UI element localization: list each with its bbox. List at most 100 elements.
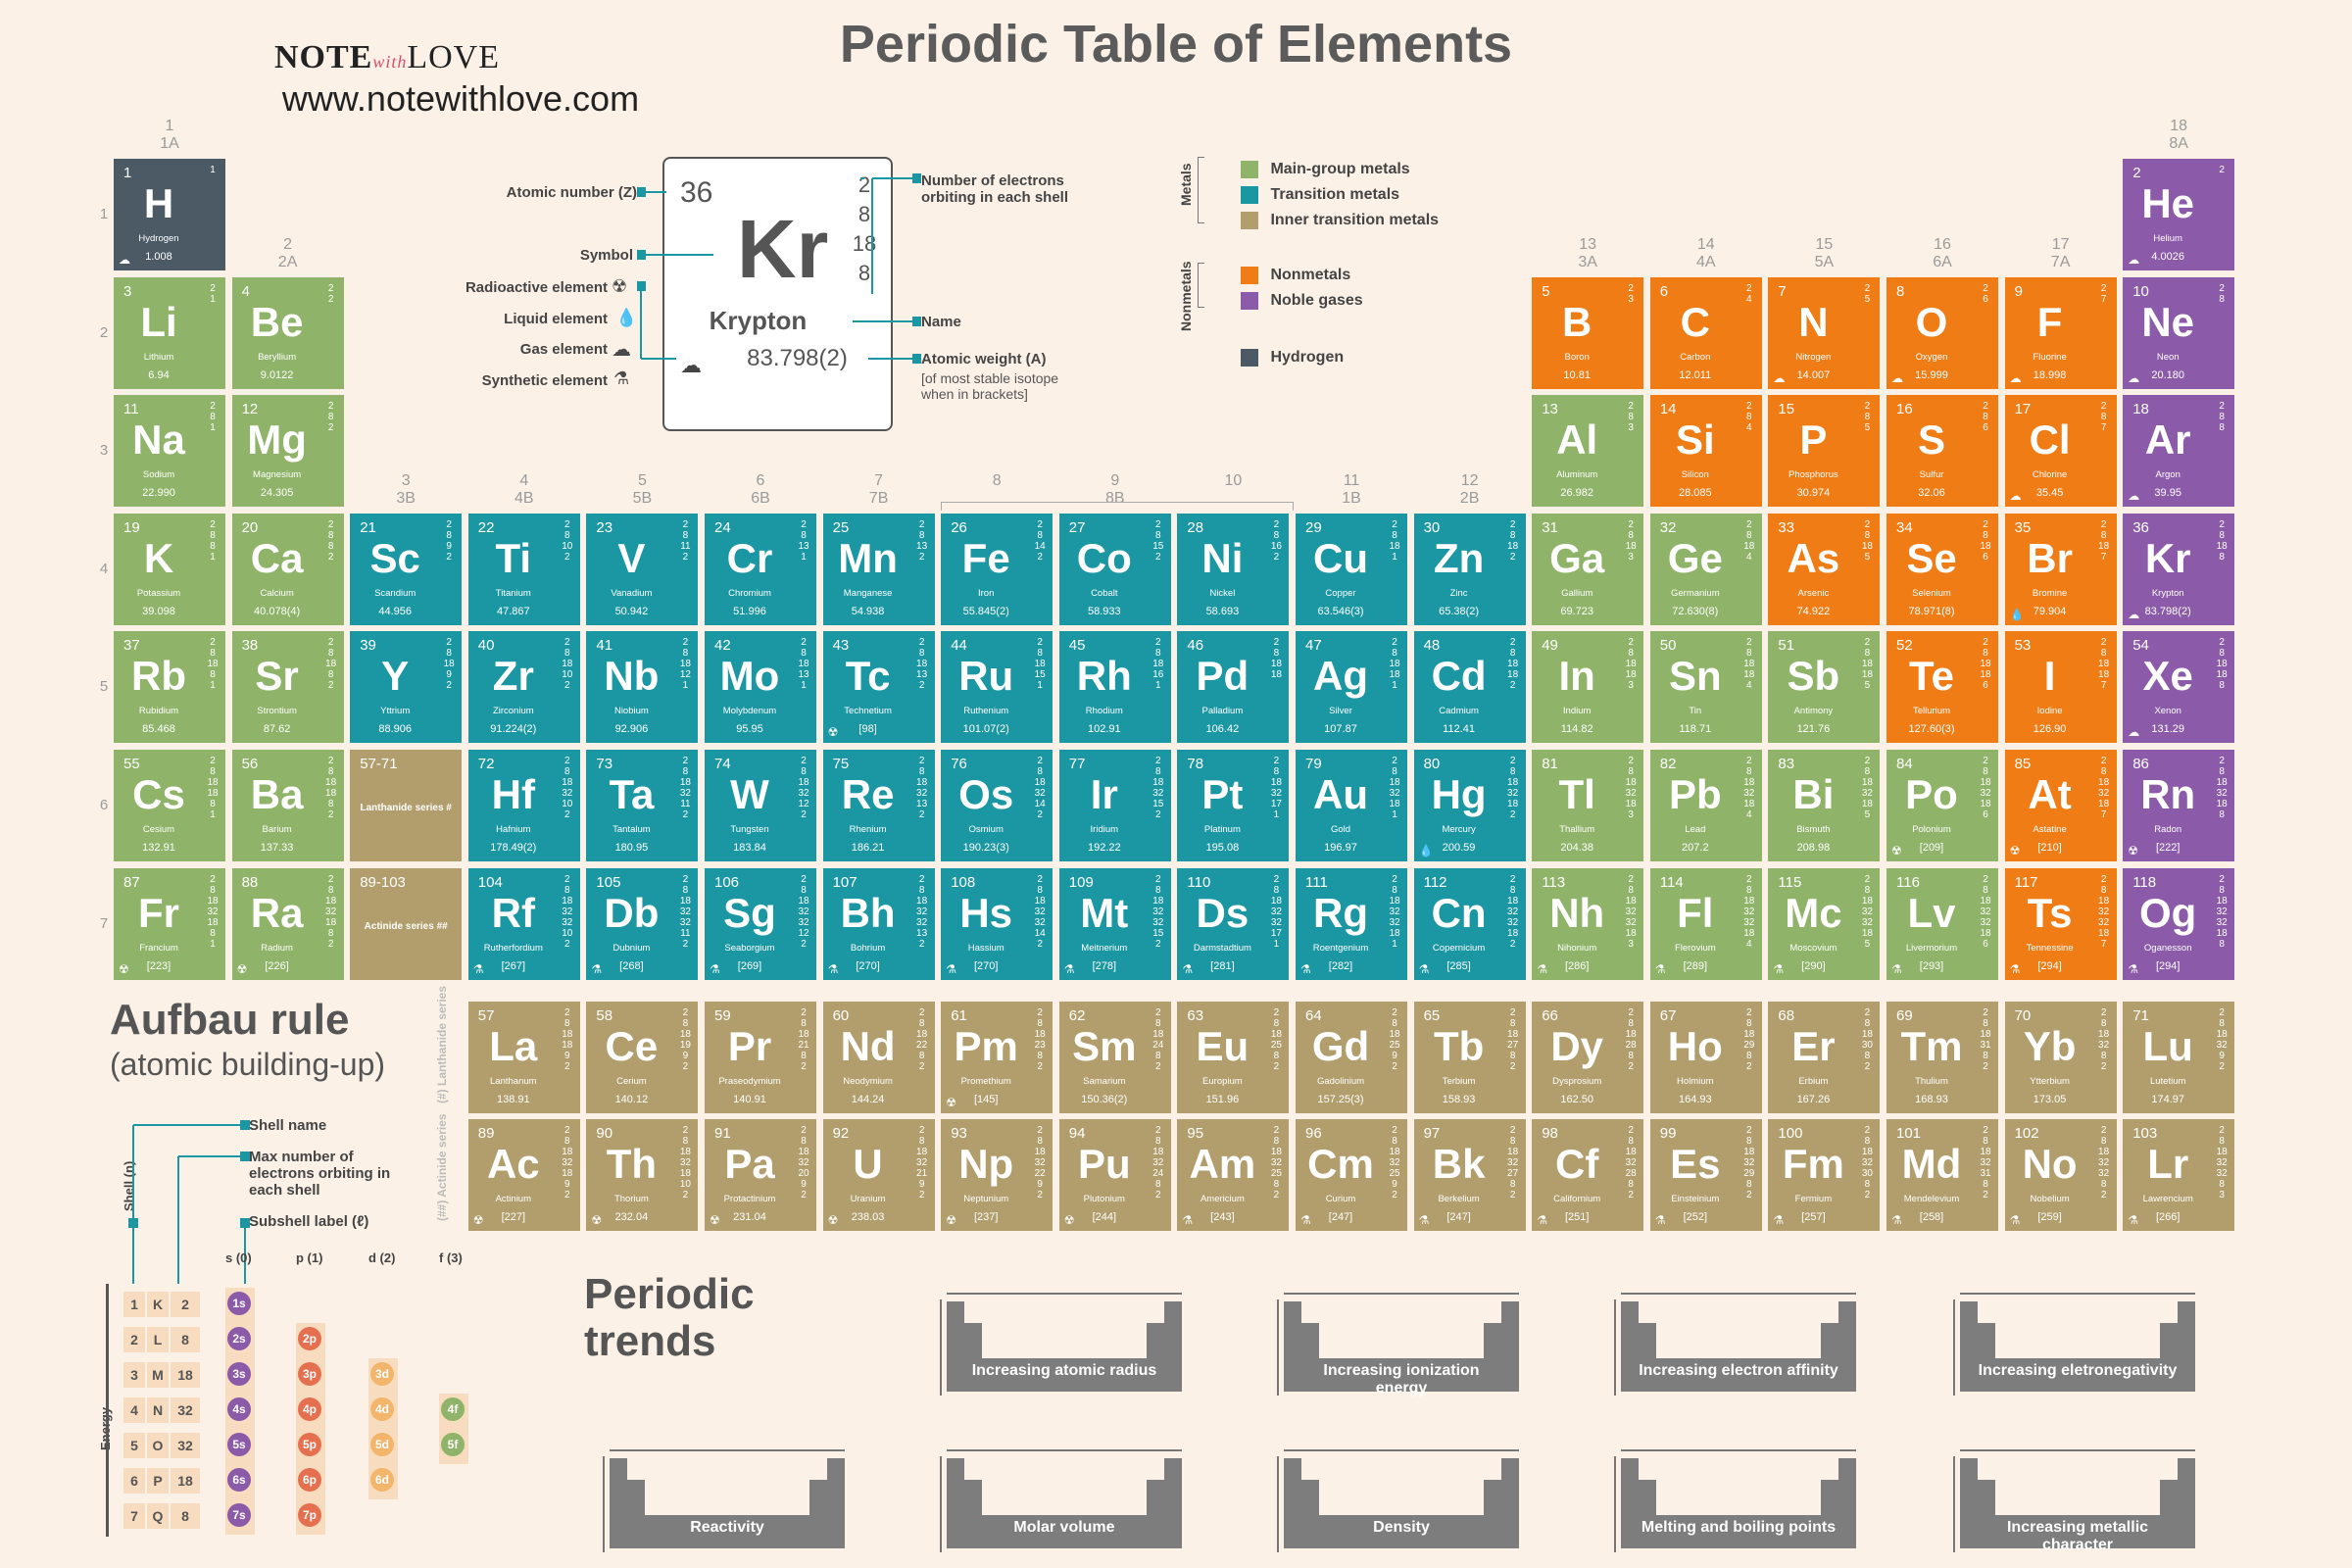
element-cell-ts[interactable]: 117 Ts Tennessine [294] 2 8 18 32 32 18 7 ⚗ [2004,867,2117,980]
element-cell-ge[interactable]: 32 Ge Germanium 72.630(8) 2 8 18 4 [1649,513,1762,625]
element-cell-h[interactable]: 1 H Hydrogen 1.008 1 ☁ [114,159,225,270]
element-cell-br[interactable]: 35 Br Bromine 79.904 2 8 18 7 💧 [2004,513,2117,625]
element-cell-sc[interactable]: 21 Sc Scandium 44.956 2 8 9 2 [350,513,463,625]
element-cell-md[interactable]: 101 Md Mendelevium [258] 2 8 18 32 31 8 2 ⚗ [1886,1119,1998,1231]
element-cell-he[interactable]: 2 He Helium 4.0026 2 ☁ [2123,159,2235,270]
element-cell-sb[interactable]: 51 Sb Antimony 121.76 2 8 18 18 5 [1768,631,1881,744]
element-cell-as[interactable]: 33 As Arsenic 74.922 2 8 18 5 [1768,513,1881,625]
element-cell-es[interactable]: 99 Es Einsteinium [252] 2 8 18 32 29 8 2 ⚗ [1649,1119,1762,1231]
element-cell-k[interactable]: 19 K Potassium 39.098 2 8 8 1 [114,513,225,625]
element-cell-ag[interactable]: 47 Ag Silver 107.87 2 8 18 18 1 [1296,631,1407,744]
element-cell-tb[interactable]: 65 Tb Terbium 158.93 2 8 18 27 8 2 [1413,1002,1526,1113]
element-cell-mo[interactable]: 42 Mo Molybdenum 95.95 2 8 18 13 1 [705,631,816,744]
element-cell-pa[interactable]: 91 Pa Protactinium 231.04 2 8 18 32 20 9 2 ☢ [705,1119,816,1231]
website-url[interactable]: www.notewithlove.com [281,78,640,119]
element-cell-ra[interactable]: 88 Ra Radium [226] 2 8 18 32 18 8 2 ☢ [231,867,344,980]
element-cell-tm[interactable]: 69 Tm Thulium 168.93 2 8 18 31 8 2 [1886,1002,1998,1113]
element-cell-ru[interactable]: 44 Ru Ruthenium 101.07(2) 2 8 18 15 1 [941,631,1054,744]
element-cell-nh[interactable]: 113 Nh Nihonium [286] 2 8 18 32 32 18 3 ⚗ [1532,867,1644,980]
element-cell-sr[interactable]: 38 Sr Strontium 87.62 2 8 18 8 2 [231,631,344,744]
element-cell-lv[interactable]: 116 Lv Livermorium [293] 2 8 18 32 32 18 6 ⚗ [1886,867,1998,980]
element-cell-rg[interactable]: 111 Rg Roentgenium [282] 2 8 18 32 32 18 1 ⚗ [1296,867,1407,980]
element-cell-cm[interactable]: 96 Cm Curium [247] 2 8 18 32 25 9 2 ⚗ [1296,1119,1407,1231]
element-cell-sg[interactable]: 106 Sg Seaborgium [269] 2 8 18 32 32 12 2 ⚗ [705,867,816,980]
element-cell-hf[interactable]: 72 Hf Hafnium 178.49(2) 2 8 18 32 10 2 [467,750,580,861]
element-cell-ce[interactable]: 58 Ce Cerium 140.12 2 8 18 19 9 2 [586,1002,699,1113]
element-cell-ti[interactable]: 22 Ti Titanium 47.867 2 8 10 2 [467,513,580,625]
element-cell-ta[interactable]: 73 Ta Tantalum 180.95 2 8 18 32 11 2 [586,750,699,861]
element-cell-co[interactable]: 27 Co Cobalt 58.933 2 8 15 2 [1058,513,1171,625]
element-cell-lr[interactable]: 103 Lr Lawrencium [266] 2 8 18 32 32 8 3 ⚗ [2123,1119,2235,1231]
element-cell-pm[interactable]: 61 Pm Promethium [145] 2 8 18 23 8 2 ☢ [941,1002,1054,1113]
element-cell-nb[interactable]: 41 Nb Niobium 92.906 2 8 18 12 1 [586,631,699,744]
element-cell-v[interactable]: 23 V Vanadium 50.942 2 8 11 2 [586,513,699,625]
element-cell-rb[interactable]: 37 Rb Rubidium 85.468 2 8 18 8 1 [114,631,225,744]
element-cell-ar[interactable]: 18 Ar Argon 39.95 2 8 8 ☁ [2123,395,2235,508]
element-cell-eu[interactable]: 63 Eu Europium 151.96 2 8 18 25 8 2 [1177,1002,1290,1113]
element-cell-yb[interactable]: 70 Yb Ytterbium 173.05 2 8 18 32 8 2 [2004,1002,2117,1113]
element-cell-si[interactable]: 14 Si Silicon 28.085 2 8 4 [1649,395,1762,508]
element-cell-bk[interactable]: 97 Bk Berkelium [247] 2 8 18 32 27 8 2 ⚗ [1413,1119,1526,1231]
element-cell-ni[interactable]: 28 Ni Nickel 58.693 2 8 16 2 [1177,513,1290,625]
element-cell-np[interactable]: 93 Np Neptunium [237] 2 8 18 32 22 9 2 ☢ [941,1119,1054,1231]
element-cell-mg[interactable]: 12 Mg Magnesium 24.305 2 8 2 [231,395,344,508]
element-cell-zn[interactable]: 30 Zn Zinc 65.38(2) 2 8 18 2 [1413,513,1526,625]
element-cell-w[interactable]: 74 W Tungsten 183.84 2 8 18 32 12 2 [705,750,816,861]
element-cell-ba[interactable]: 56 Ba Barium 137.33 2 8 18 18 8 2 [231,750,344,861]
element-cell-no[interactable]: 102 No Nobelium [259] 2 8 18 32 32 8 2 ⚗ [2004,1119,2117,1231]
element-cell-te[interactable]: 52 Te Tellurium 127.60(3) 2 8 18 18 6 [1886,631,1998,744]
element-cell-sm[interactable]: 62 Sm Samarium 150.36(2) 2 8 18 24 8 2 [1058,1002,1171,1113]
element-cell-th[interactable]: 90 Th Thorium 232.04 2 8 18 32 18 10 2 ☢ [586,1119,699,1231]
element-cell-la[interactable]: 57 La Lanthanum 138.91 2 8 18 18 9 2 [467,1002,580,1113]
element-cell-b[interactable]: 5 B Boron 10.81 2 3 [1532,276,1644,389]
element-cell-fl[interactable]: 114 Fl Flerovium [289] 2 8 18 32 32 18 4 ⚗ [1649,867,1762,980]
element-cell-pt[interactable]: 78 Pt Platinum 195.08 2 8 18 32 17 1 [1177,750,1290,861]
element-cell-pu[interactable]: 94 Pu Plutonium [244] 2 8 18 32 24 8 2 ☢ [1058,1119,1171,1231]
element-cell-gd[interactable]: 64 Gd Gadolinium 157.25(3) 2 8 18 25 9 2 [1296,1002,1407,1113]
element-cell-au[interactable]: 79 Au Gold 196.97 2 8 18 32 18 1 [1296,750,1407,861]
element-cell-mt[interactable]: 109 Mt Meitnerium [278] 2 8 18 32 32 15 2 ⚗ [1058,867,1171,980]
element-cell-re[interactable]: 75 Re Rhenium 186.21 2 8 18 32 13 2 [822,750,935,861]
element-cell-rf[interactable]: 104 Rf Rutherfordium [267] 2 8 18 32 32 10 2 ⚗ [467,867,580,980]
element-cell-al[interactable]: 13 Al Aluminum 26.982 2 8 3 [1532,395,1644,508]
element-cell-pd[interactable]: 46 Pd Palladium 106.42 2 8 18 18 [1177,631,1290,744]
element-cell-fe[interactable]: 26 Fe Iron 55.845(2) 2 8 14 2 [941,513,1054,625]
element-cell-i[interactable]: 53 I Iodine 126.90 2 8 18 18 7 [2004,631,2117,744]
element-cell-cf[interactable]: 98 Cf Californium [251] 2 8 18 32 28 8 2 ⚗ [1532,1119,1644,1231]
element-cell-fm[interactable]: 100 Fm Fermium [257] 2 8 18 32 30 8 2 ⚗ [1768,1119,1881,1231]
element-cell-u[interactable]: 92 U Uranium 238.03 2 8 18 32 21 9 2 ☢ [822,1119,935,1231]
element-cell-o[interactable]: 8 O Oxygen 15.999 2 6 ☁ [1886,276,1998,389]
element-cell-li[interactable]: 3 Li Lithium 6.94 2 1 [114,276,225,389]
element-cell-ac[interactable]: 89 Ac Actinium [227] 2 8 18 32 18 9 2 ☢ [467,1119,580,1231]
element-cell-ds[interactable]: 110 Ds Darmstadtium [281] 2 8 18 32 32 17 1 ⚗ [1177,867,1290,980]
element-cell-cu[interactable]: 29 Cu Copper 63.546(3) 2 8 18 1 [1296,513,1407,625]
element-cell-hs[interactable]: 108 Hs Hassium [270] 2 8 18 32 32 14 2 ⚗ [941,867,1054,980]
element-cell-mc[interactable]: 115 Mc Moscovium [290] 2 8 18 32 32 18 5 ⚗ [1768,867,1881,980]
element-cell-cd[interactable]: 48 Cd Cadmium 112.41 2 8 18 18 2 [1413,631,1526,744]
element-cell-og[interactable]: 118 Og Oganesson [294] 2 8 18 32 32 18 8 ⚗ [2123,867,2235,980]
element-cell-nd[interactable]: 60 Nd Neodymium 144.24 2 8 18 22 8 2 [822,1002,935,1113]
element-cell-xe[interactable]: 54 Xe Xenon 131.29 2 8 18 18 8 ☁ [2123,631,2235,744]
element-cell-ca[interactable]: 20 Ca Calcium 40.078(4) 2 8 8 2 [231,513,344,625]
element-cell-f[interactable]: 9 F Fluorine 18.998 2 7 ☁ [2004,276,2117,389]
element-cell-in[interactable]: 49 In Indium 114.82 2 8 18 18 3 [1532,631,1644,744]
element-cell-mn[interactable]: 25 Mn Manganese 54.938 2 8 13 2 [822,513,935,625]
element-cell-s[interactable]: 16 S Sulfur 32.06 2 8 6 [1886,395,1998,508]
element-cell-rh[interactable]: 45 Rh Rhodium 102.91 2 8 18 16 1 [1058,631,1171,744]
element-cell-po[interactable]: 84 Po Polonium [209] 2 8 18 32 18 6 ☢ [1886,750,1998,861]
element-cell-ga[interactable]: 31 Ga Gallium 69.723 2 8 18 3 [1532,513,1644,625]
element-cell-kr[interactable]: 36 Kr Krypton 83.798(2) 2 8 18 8 ☁ [2123,513,2235,625]
element-cell-db[interactable]: 105 Db Dubnium [268] 2 8 18 32 32 11 2 ⚗ [586,867,699,980]
element-cell-fr[interactable]: 87 Fr Francium [223] 2 8 18 32 18 8 1 ☢ [114,867,225,980]
element-cell-ho[interactable]: 67 Ho Holmium 164.93 2 8 18 29 8 2 [1649,1002,1762,1113]
element-cell-be[interactable]: 4 Be Beryllium 9.0122 2 2 [231,276,344,389]
element-cell-cs[interactable]: 55 Cs Cesium 132.91 2 8 18 18 8 1 [114,750,225,861]
element-cell-tl[interactable]: 81 Tl Thallium 204.38 2 8 18 32 18 3 [1532,750,1644,861]
element-cell-cl[interactable]: 17 Cl Chlorine 35.45 2 8 7 ☁ [2004,395,2117,508]
element-cell-dy[interactable]: 66 Dy Dysprosium 162.50 2 8 18 28 8 2 [1532,1002,1644,1113]
element-cell-bi[interactable]: 83 Bi Bismuth 208.98 2 8 18 32 18 5 [1768,750,1881,861]
element-cell-er[interactable]: 68 Er Erbium 167.26 2 8 18 30 8 2 [1768,1002,1881,1113]
element-cell-pb[interactable]: 82 Pb Lead 207.2 2 8 18 32 18 4 [1649,750,1762,861]
element-cell-n[interactable]: 7 N Nitrogen 14.007 2 5 ☁ [1768,276,1881,389]
element-cell-os[interactable]: 76 Os Osmium 190.23(3) 2 8 18 32 14 2 [941,750,1054,861]
